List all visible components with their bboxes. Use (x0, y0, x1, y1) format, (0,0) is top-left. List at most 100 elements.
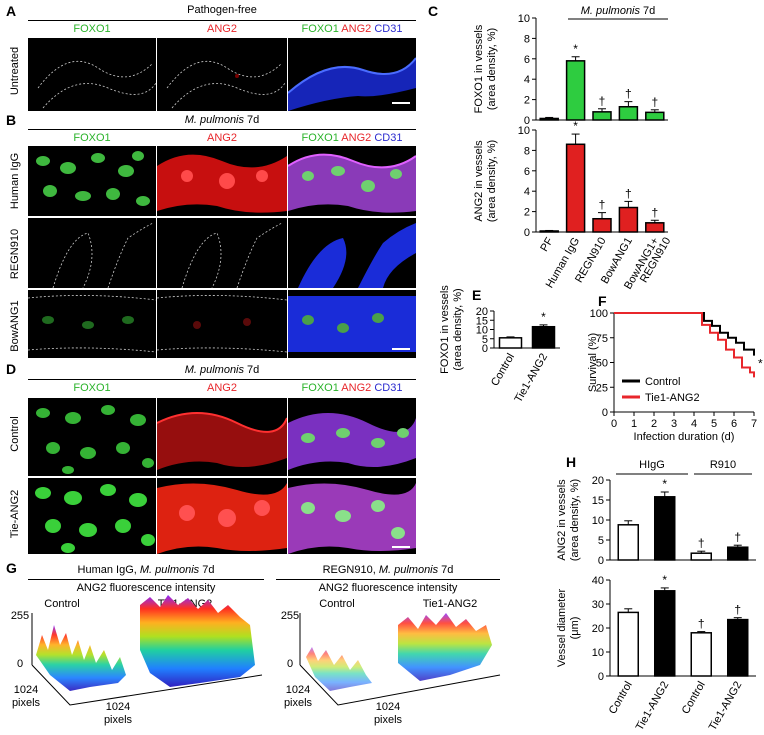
H-bottom-sig-mark: † (734, 603, 741, 617)
panel-g-left-rule (28, 579, 264, 580)
panel-a-title-rule (28, 20, 416, 21)
C-bottom-sig-mark: † (599, 198, 606, 212)
C-bottom-ytick-label: 6 (524, 166, 530, 178)
f-xtick-label: 5 (711, 418, 717, 430)
g-dim-y-right: 1024 (286, 684, 310, 696)
C-top-bar (592, 111, 612, 121)
g-z-max-left: 255 (11, 610, 29, 622)
panel-d-ch3-label: FOXO1 ANG2 CD31 (301, 382, 403, 394)
panel-d-ch1-label: FOXO1 (73, 382, 111, 394)
E-ytick-label: 10 (476, 325, 488, 337)
f-legend-label: Control (645, 376, 680, 388)
panel-c-letter: C (428, 3, 438, 19)
micro-a-foxo1 (28, 38, 156, 111)
panel-a-title: Pathogen-free (187, 4, 257, 16)
E-xlabel: Control (489, 352, 517, 389)
H-bottom-xlabel: Tie1-ANG2 (707, 680, 745, 733)
E-bar (498, 337, 523, 349)
micro-a-merge (288, 38, 416, 111)
panel-b-ch2-label: ANG2 (207, 132, 237, 144)
panel-g-right-title: REGN910, M. pulmonis 7d (322, 564, 454, 576)
C-bottom-ylabel2: (area density, %) (486, 140, 498, 222)
C-top-ytick-label: 6 (524, 54, 530, 66)
f-ylabel: Survival (%) (587, 333, 599, 392)
C-bottom-ytick-label: 2 (524, 207, 530, 219)
H-bottom-ytick-label: 40 (592, 575, 604, 587)
micro-a-ang2 (157, 38, 287, 111)
panel-d-row-label-2: Tie-ANG2 (9, 489, 21, 539)
g-dim-x-right: 1024 (376, 701, 400, 713)
panel-g-right-rule (276, 579, 500, 580)
C-top-bar (539, 117, 559, 121)
C-top-ylabel2: (area density, %) (486, 28, 498, 110)
panel-b-row-label-2: REGN910 (9, 228, 21, 280)
g-dim-y-left: 1024 (14, 684, 38, 696)
f-xtick-label: 7 (751, 418, 757, 430)
f-xtick-label: 4 (691, 418, 697, 430)
E-xlabel: Tie1-ANG2 (512, 352, 550, 405)
panel-g-right-subtitle: ANG2 fluorescence intensity (318, 582, 458, 594)
H-top-bar (654, 496, 676, 561)
panel-a-ch3-label: FOXO1 ANG2 CD31 (301, 23, 403, 35)
g-surface-higg-tie (140, 595, 255, 687)
E-ylabel: FOXO1 in vessels (439, 285, 451, 374)
H-bottom-sig-mark: * (662, 573, 667, 587)
micro-d-tieang2-ang2 (157, 478, 287, 554)
panel-f-letter: F (598, 293, 607, 309)
H-bottom-bar (617, 611, 639, 677)
g-z-min-left: 0 (17, 658, 23, 670)
H-bottom-ytick-label: 30 (592, 599, 604, 611)
g-unit-y-left: pixels (12, 697, 41, 709)
panel-b-title: M. pulmonis 7d (184, 114, 260, 126)
panel-g-left-subtitle: ANG2 fluorescence intensity (76, 582, 216, 594)
H-top-sig-mark: * (662, 477, 667, 491)
C-top-bar (645, 111, 665, 121)
panel-b-letter: B (6, 112, 17, 128)
H-bottom-ylabel2: (μm) (569, 617, 581, 640)
H-bottom-ytick-label: 0 (598, 671, 604, 683)
charts-area: C M. pulmonis 7d E F H HIgG R910 0246810… (428, 3, 763, 733)
H-bottom-bar (654, 590, 676, 677)
H-top-ytick-label: 20 (592, 475, 604, 487)
C-top-sig-mark: † (651, 95, 658, 109)
panel-a-letter: A (6, 3, 17, 19)
C-bottom-xlabel: PF (538, 235, 556, 253)
micro-b-bowang1-foxo1 (28, 290, 156, 358)
E-bar (531, 325, 556, 349)
g-base-left (31, 664, 263, 706)
H-bottom-bar (690, 632, 712, 677)
C-top-ytick-label: 0 (524, 115, 530, 127)
panel-a-row-label: Untreated (9, 46, 21, 96)
H-top-ylabel: ANG2 in vessels (556, 479, 568, 561)
f-series-line (614, 312, 755, 378)
f-ytick-label: 50 (596, 358, 608, 370)
panel-d-ch2-label: ANG2 (207, 382, 237, 394)
g-col-label-3: Control (319, 598, 354, 610)
f-xtick-label: 0 (611, 418, 617, 430)
panel-b-row-label-3: BowANG1 (9, 300, 21, 352)
g-unit-y-right: pixels (284, 697, 313, 709)
C-top-sig-mark: * (573, 42, 578, 56)
E-ylabel2: (area density, %) (452, 288, 464, 370)
C-bottom-sig-mark: † (651, 205, 658, 219)
panel-b-ch1-label: FOXO1 (73, 132, 111, 144)
g-unit-x-right: pixels (374, 714, 403, 726)
H-top-ytick-label: 0 (598, 555, 604, 567)
H-top-sig-mark: † (698, 536, 705, 550)
C-top-ytick-label: 2 (524, 95, 530, 107)
C-bottom-bar (592, 217, 612, 233)
g-unit-x-left: pixels (104, 714, 133, 726)
g-base-right (299, 664, 501, 706)
H-top-ylabel2: (area density, %) (569, 479, 581, 561)
panel-a-ch2-label: ANG2 (207, 23, 237, 35)
E-sig-mark: * (541, 310, 546, 324)
E-ytick-label: 15 (476, 315, 488, 327)
micro-b-regn910-ang2 (157, 218, 287, 288)
micro-b-bowang1-merge (288, 290, 416, 358)
C-bottom-bar (565, 143, 586, 233)
E-ytick-label: 20 (476, 306, 488, 318)
panel-b-row-label-1: Human IgG (9, 152, 21, 210)
panel-d-row-label-1: Control (9, 416, 21, 452)
panel-c-header: M. pulmonis 7d (581, 5, 656, 17)
g-col-label-1: Control (44, 598, 79, 610)
